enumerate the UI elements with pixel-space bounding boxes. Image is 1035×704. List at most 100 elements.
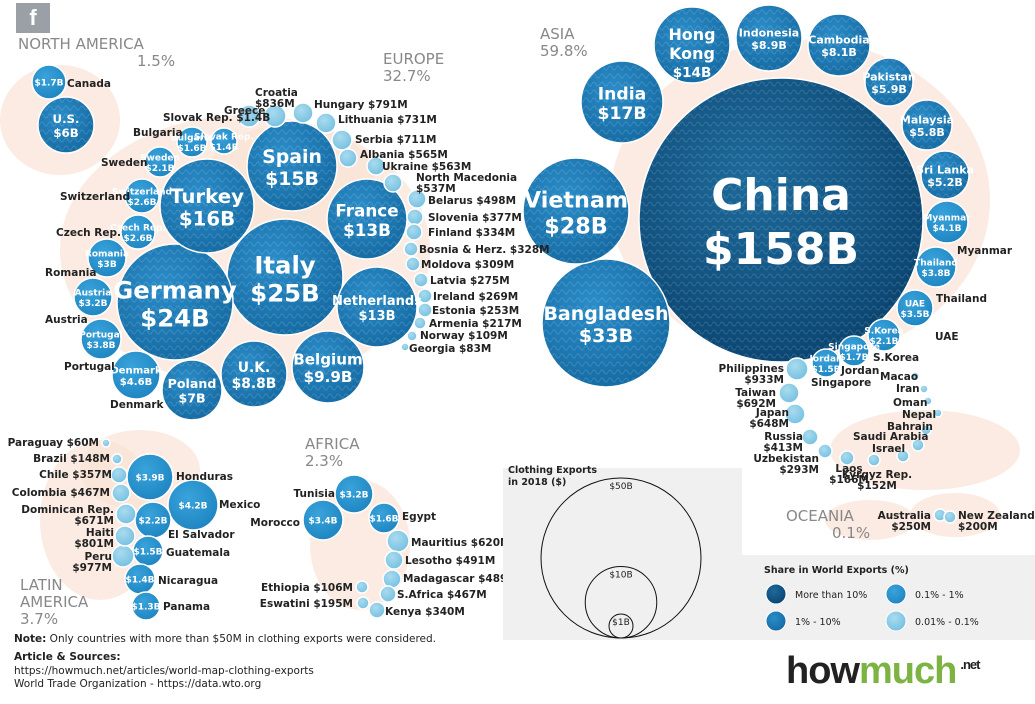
bubble-circle[interactable] — [867, 318, 901, 352]
bubble-czech-rep[interactable] — [120, 214, 156, 250]
bubble-austria[interactable] — [73, 277, 113, 317]
bubble-circle[interactable] — [925, 200, 969, 244]
bubble-belgium[interactable] — [291, 330, 365, 404]
bubble-jordan[interactable] — [811, 348, 841, 378]
bubble-circle[interactable] — [101, 438, 111, 448]
bubble-circle[interactable] — [386, 529, 410, 553]
bubble-georgia[interactable] — [400, 342, 410, 352]
bubble-mauritius[interactable] — [386, 529, 410, 553]
bubble-switzerland[interactable] — [124, 178, 160, 214]
bubble-circle[interactable] — [383, 173, 403, 193]
bubble-new-zealand[interactable] — [943, 510, 957, 524]
bubble-tunisia[interactable] — [334, 474, 374, 514]
bubble-serbia[interactable] — [331, 129, 353, 151]
bubble-bulgaria[interactable] — [176, 126, 208, 158]
bubble-u-s[interactable] — [37, 96, 95, 154]
bubble-circle[interactable] — [406, 208, 424, 226]
bubble-circle[interactable] — [292, 102, 314, 124]
bubble-circle[interactable] — [933, 408, 943, 418]
bubble-circle[interactable] — [405, 256, 421, 272]
bubble-uae[interactable] — [896, 289, 934, 327]
bubble-circle[interactable] — [110, 466, 128, 484]
bubble-circle[interactable] — [920, 424, 932, 436]
bubble-circle[interactable] — [80, 318, 122, 360]
bubble-myanmar[interactable] — [925, 200, 969, 244]
bubble-colombia[interactable] — [111, 483, 131, 503]
bubble-circle[interactable] — [368, 601, 386, 619]
bubble-hungary[interactable] — [292, 102, 314, 124]
bubble-panama[interactable] — [131, 591, 161, 621]
bubble-macao[interactable] — [910, 371, 920, 381]
bubble-circle[interactable] — [131, 591, 161, 621]
bubble-albania[interactable] — [338, 148, 358, 168]
bubble-circle[interactable] — [867, 453, 881, 467]
bubble-nepal[interactable] — [933, 408, 943, 418]
bubble-circle[interactable] — [817, 443, 833, 459]
bubble-circle[interactable] — [405, 223, 423, 241]
bubble-indonesia[interactable] — [735, 4, 803, 72]
bubble-saudi-arabia[interactable] — [911, 438, 925, 452]
bubble-circle[interactable] — [368, 502, 400, 534]
bubble-circle[interactable] — [379, 585, 397, 603]
bubble-circle[interactable] — [382, 569, 402, 589]
bubble-s-africa[interactable] — [379, 585, 397, 603]
bubble-canada[interactable] — [31, 64, 67, 100]
bubble-circle[interactable] — [910, 371, 920, 381]
howmuch-logo[interactable]: howmuch .net — [786, 650, 980, 692]
bubble-circle[interactable] — [417, 302, 433, 318]
bubble-circle[interactable] — [911, 438, 925, 452]
bubble-circle[interactable] — [111, 544, 135, 568]
bubble-brazil[interactable] — [111, 453, 123, 465]
bubble-armenia[interactable] — [413, 316, 427, 330]
bubble-russia[interactable] — [801, 428, 819, 446]
bubble-oman[interactable] — [923, 396, 933, 406]
bubble-circle[interactable] — [915, 246, 957, 288]
bubble-circle[interactable] — [167, 479, 219, 531]
bubble-peru[interactable] — [111, 544, 135, 568]
facebook-icon[interactable]: f — [16, 3, 50, 33]
bubble-sweden[interactable] — [144, 146, 176, 178]
bubble-netherlands[interactable] — [336, 266, 418, 348]
bubble-latvia[interactable] — [413, 272, 429, 288]
bubble-china[interactable] — [638, 77, 924, 363]
bubble-circle[interactable] — [338, 148, 358, 168]
bubble-circle[interactable] — [176, 126, 208, 158]
bubble-egypt[interactable] — [368, 502, 400, 534]
bubble-circle[interactable] — [413, 316, 427, 330]
bubble-malaysia[interactable] — [901, 99, 953, 151]
bubble-circle[interactable] — [111, 453, 123, 465]
bubble-circle[interactable] — [334, 474, 374, 514]
bubble-circle[interactable] — [87, 238, 127, 278]
bubble-circle[interactable] — [366, 156, 386, 176]
bubble-uzbekistan[interactable] — [817, 443, 833, 459]
bubble-circle[interactable] — [355, 580, 369, 594]
bubble-circle[interactable] — [111, 483, 131, 503]
bubble-circle[interactable] — [331, 129, 353, 151]
bubble-circle[interactable] — [839, 450, 855, 466]
bubble-norway[interactable] — [406, 330, 418, 342]
bubble-circle[interactable] — [302, 499, 344, 541]
bubble-circle[interactable] — [124, 178, 160, 214]
bubble-circle[interactable] — [31, 64, 67, 100]
bubble-chile[interactable] — [110, 466, 128, 484]
bubble-morocco[interactable] — [302, 499, 344, 541]
bubble-s-korea[interactable] — [867, 318, 901, 352]
bubble-haiti[interactable] — [114, 525, 136, 547]
bubble-circle[interactable] — [407, 189, 427, 209]
bubble-bahrain[interactable] — [920, 424, 932, 436]
bubble-moldova[interactable] — [405, 256, 421, 272]
bubble-circle[interactable] — [838, 335, 870, 367]
bubble-italy[interactable] — [226, 218, 344, 336]
bubble-circle[interactable] — [384, 550, 404, 570]
bubble-kenya[interactable] — [368, 601, 386, 619]
bubble-israel[interactable] — [896, 449, 910, 463]
bubble-ethiopia[interactable] — [355, 580, 369, 594]
bubble-taiwan[interactable] — [778, 382, 800, 404]
bubble-pakistan[interactable] — [864, 57, 914, 107]
bubble-laos[interactable] — [839, 450, 855, 466]
bubble-circle[interactable] — [210, 127, 238, 155]
bubble-vietnam[interactable] — [522, 157, 630, 265]
bubble-hong-kong[interactable] — [653, 6, 731, 84]
bubble-croatia[interactable] — [263, 104, 287, 128]
bubble-mexico[interactable] — [167, 479, 219, 531]
